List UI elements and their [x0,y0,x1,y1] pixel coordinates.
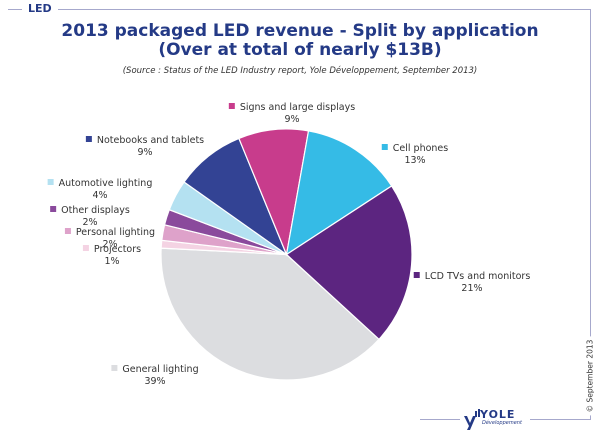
slice-label: Personal lighting 2% [64,227,156,251]
slice-label-name: Automotive lighting [47,178,153,190]
pie-slice-lcd-tvs-and-monitors [285,185,413,341]
chart-title-line2: (Over at total of nearly $13B) [158,40,442,60]
slice-label: Automotive lighting 4% [47,178,153,202]
slice-label-text: Projectors [93,244,142,255]
section-label: LED [24,2,56,15]
copyright-text: © September 2013 [585,336,595,416]
pie-slice-cell-phones [285,130,393,256]
chart-title-line1: 2013 packaged LED revenue - Split by app… [61,21,539,41]
legend-swatch-icon [85,136,92,142]
logo-text: YOLE [480,408,516,421]
slice-label-name: LCD TVs and monitors [413,271,531,283]
legend-swatch-icon [50,206,57,212]
slice-label: Projectors 1% [82,244,142,268]
slice-label-value: 39% [144,376,166,387]
slice-label-text: Personal lighting [75,227,156,238]
slice-label-value: 2% [82,217,98,228]
legend-swatch-icon [64,228,71,234]
frame-right [590,9,591,420]
slice-label-text: Cell phones [392,143,449,154]
slice-label: Signs and large displays 9% [228,102,356,126]
chart-source: (Source : Status of the LED Industry rep… [122,66,478,76]
slice-label-value: 1% [104,256,120,267]
slice-label-name: Signs and large displays [228,102,356,114]
slice-label-text: General lighting [122,364,199,375]
slice-label-value: 9% [137,147,153,158]
slice-label: General lighting 39% [111,364,199,388]
slice-label-text: LCD TVs and monitors [424,271,531,282]
legend-swatch-icon [228,103,235,109]
frame-top [58,9,591,10]
yole-logo: YOLE Développement [460,408,530,430]
slice-label-text: Signs and large displays [239,102,356,113]
slice-label-text: Notebooks and tablets [96,135,205,146]
logo-subtext: Développement [482,420,522,426]
slice-label-name: Other displays [50,205,130,217]
frame-top-left [8,9,22,10]
slice-label-name: Notebooks and tablets [85,135,205,147]
slice-label-text: Automotive lighting [58,178,153,189]
slice-label-value: 21% [461,283,483,294]
slice-label-name: Projectors [82,244,142,256]
slice-label: LCD TVs and monitors 21% [413,271,531,295]
slice-label-value: 4% [92,190,108,201]
slice-label-value: 9% [284,114,300,125]
slice-label: Other displays 2% [50,205,130,229]
legend-swatch-icon [111,365,118,371]
legend-swatch-icon [47,179,54,185]
slice-label-name: General lighting [111,364,199,376]
slice-label-value: 2% [102,239,118,250]
legend-swatch-icon [381,144,388,150]
logo-mark-icon [464,409,480,430]
legend-swatch-icon [82,245,89,251]
slice-label: Notebooks and tablets 9% [85,135,205,159]
slice-label-value: 13% [404,155,426,166]
legend-swatch-icon [413,272,420,278]
chart-title: 2013 packaged LED revenue - Split by app… [0,22,600,60]
pie-slice-general-lighting [160,247,380,381]
slice-label: Cell phones 13% [381,143,449,167]
slice-label-text: Other displays [61,205,130,216]
slice-label-name: Personal lighting [64,227,156,239]
slice-label-name: Cell phones [381,143,449,155]
